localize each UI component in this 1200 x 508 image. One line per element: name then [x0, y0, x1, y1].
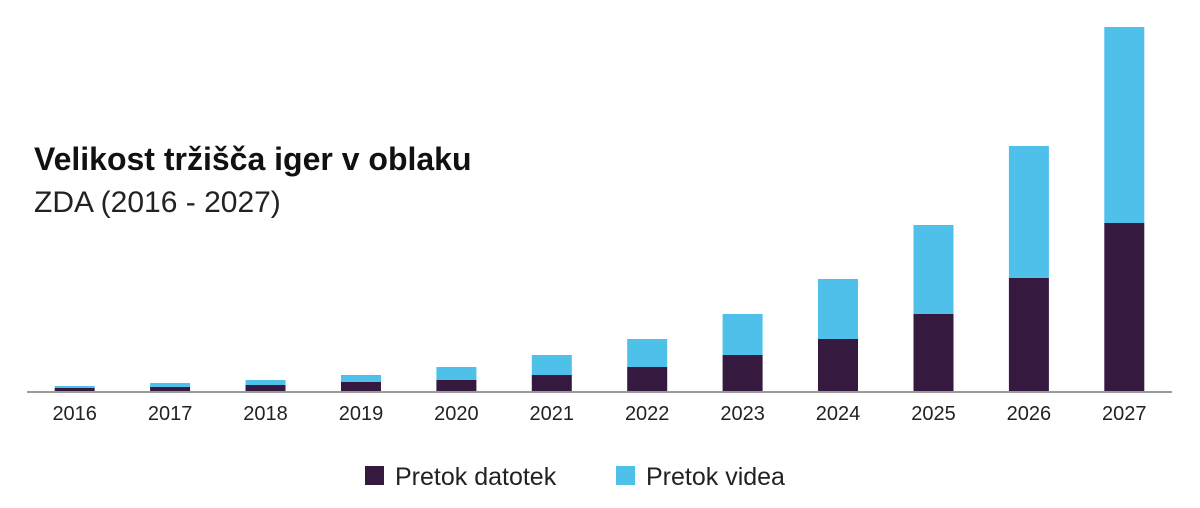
- bar-2016-series-2: [54, 386, 95, 388]
- legend-label-series-1: Pretok datotek: [395, 463, 557, 491]
- bar-2022-series-2: [627, 339, 668, 367]
- x-tick-2022: 2022: [625, 403, 670, 425]
- bar-2027-series-2: [1104, 27, 1145, 223]
- bar-2020-series-1: [436, 380, 477, 391]
- bar-2026-series-1: [1008, 278, 1049, 391]
- bar-2018-series-2: [245, 380, 286, 385]
- x-tick-2017: 2017: [148, 403, 193, 425]
- x-tick-labels: 2016 2017 2018 2019 2020 2021 2022 2023 2024 2025…: [52, 403, 1146, 425]
- legend-label-series-2: Pretok videa: [646, 463, 785, 491]
- x-tick-2016: 2016: [52, 403, 97, 425]
- bar-2023-series-2: [722, 314, 763, 355]
- bar-2018-series-1: [245, 385, 286, 391]
- x-tick-2019: 2019: [339, 403, 384, 425]
- x-tick-2020: 2020: [434, 403, 479, 425]
- bar-2017-series-2: [150, 383, 191, 387]
- bar-2019-series-2: [341, 375, 381, 382]
- bar-2022-series-1: [627, 367, 668, 391]
- bar-2027-series-1: [1104, 223, 1145, 391]
- legend: Pretok datotek Pretok videa: [365, 463, 785, 491]
- x-tick-2021: 2021: [530, 403, 575, 425]
- bar-2024-series-2: [818, 279, 858, 339]
- bar-2026-series-2: [1008, 146, 1049, 278]
- bar-2020-series-2: [436, 367, 477, 380]
- bar-2024-series-1: [818, 339, 858, 391]
- x-tick-2027: 2027: [1102, 403, 1147, 425]
- bar-2023-series-1: [722, 355, 763, 391]
- chart-title: Velikost tržišča iger v oblaku: [34, 141, 472, 177]
- bar-2025-series-2: [913, 225, 954, 314]
- legend-swatch-series-2: [616, 466, 635, 485]
- bar-2016-series-1: [54, 388, 95, 391]
- x-tick-2024: 2024: [816, 403, 861, 425]
- bar-2017-series-1: [150, 387, 191, 391]
- chart-subtitle: ZDA (2016 - 2027): [34, 186, 281, 219]
- x-tick-2026: 2026: [1007, 403, 1052, 425]
- x-tick-2023: 2023: [720, 403, 765, 425]
- x-tick-2018: 2018: [243, 403, 288, 425]
- legend-swatch-series-1: [365, 466, 384, 485]
- bar-2019-series-1: [341, 382, 381, 391]
- bar-2025-series-1: [913, 314, 954, 391]
- x-tick-2025: 2025: [911, 403, 956, 425]
- bar-2021-series-2: [531, 355, 572, 375]
- bar-2021-series-1: [531, 375, 572, 391]
- bars: [54, 27, 1145, 391]
